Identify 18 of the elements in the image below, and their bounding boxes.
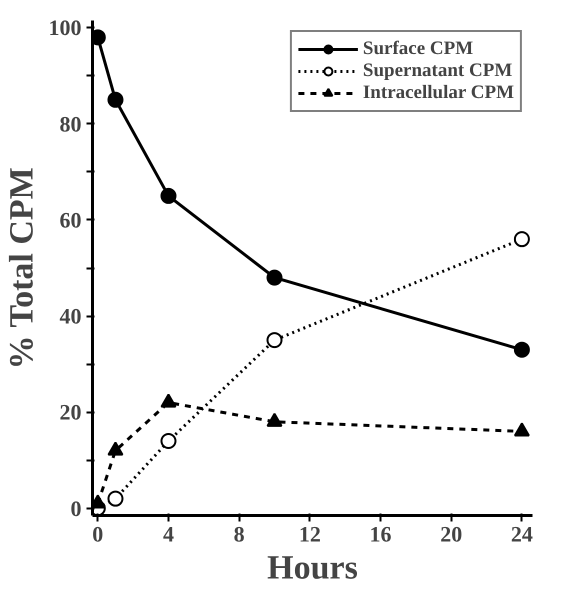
x-tick-label: 24 [510,522,533,546]
x-tick-label: 20 [440,522,462,546]
legend-label: Supernatant CPM [362,60,512,82]
y-tick-label: 100 [48,15,82,40]
y-axis-title: % Total CPM [4,167,40,370]
y-tick-label: 60 [60,207,82,232]
y-tick-label: 80 [60,111,82,136]
x-tick-label: 16 [370,522,392,546]
y-tick-label: 20 [60,400,82,425]
legend-label: Surface CPM [362,38,474,60]
x-tick-label: 12 [298,522,321,546]
legend-label: Intracellular CPM [362,82,514,104]
x-tick-label: 4 [162,522,174,546]
x-axis-title: Hours [267,550,358,586]
x-tick-label: 8 [234,522,245,546]
y-tick-label: 40 [60,304,82,329]
y-tick-label: 0 [70,496,82,521]
x-tick-label: 0 [92,522,104,546]
